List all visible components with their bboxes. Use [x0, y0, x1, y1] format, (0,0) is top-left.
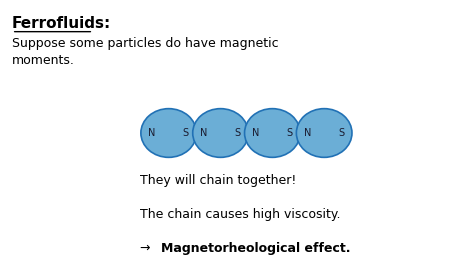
Text: They will chain together!: They will chain together!: [140, 174, 297, 187]
Ellipse shape: [245, 109, 300, 157]
Text: N: N: [303, 128, 311, 138]
Ellipse shape: [193, 109, 248, 157]
Text: Ferrofluids:: Ferrofluids:: [12, 16, 111, 31]
Text: Suppose some particles do have magnetic
moments.: Suppose some particles do have magnetic …: [12, 37, 278, 67]
Text: N: N: [148, 128, 155, 138]
Text: S: S: [286, 128, 292, 138]
Text: S: S: [235, 128, 240, 138]
Ellipse shape: [141, 109, 197, 157]
Text: N: N: [252, 128, 259, 138]
Text: Magnetorheological effect.: Magnetorheological effect.: [161, 242, 350, 255]
Text: The chain causes high viscosity.: The chain causes high viscosity.: [140, 208, 341, 221]
Ellipse shape: [296, 109, 352, 157]
Text: S: S: [182, 128, 189, 138]
Text: →: →: [140, 242, 155, 255]
Text: N: N: [200, 128, 207, 138]
Text: S: S: [338, 128, 344, 138]
